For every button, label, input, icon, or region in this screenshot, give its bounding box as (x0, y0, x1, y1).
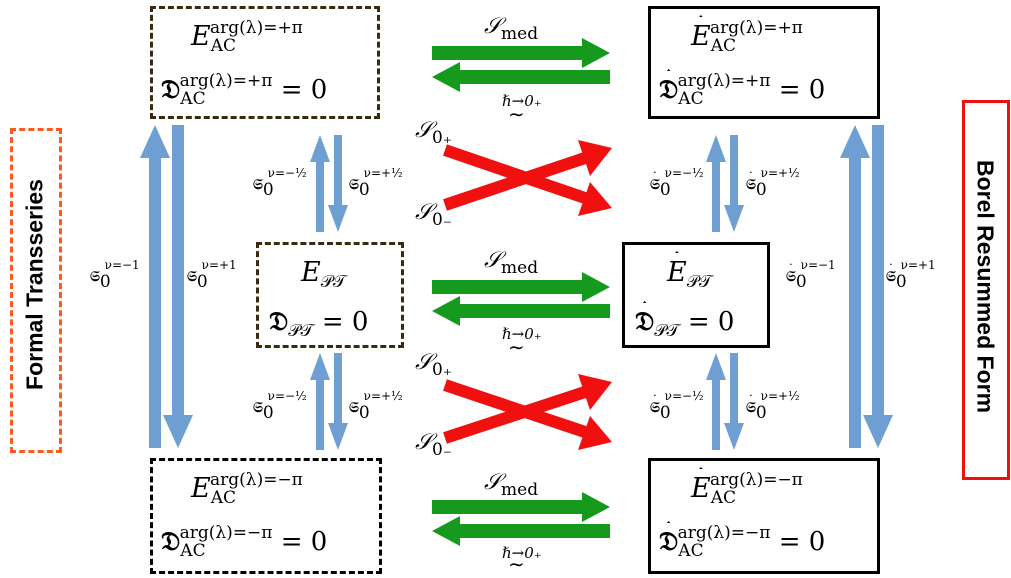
hbar-limit-label-mid: ℏ→0₊ (502, 325, 542, 343)
box-mid-left-constraint: 𝔇𝒫𝒯 = 0 (269, 307, 369, 341)
box-top-right-constraint: 𝔇ACarg(λ)=+π = 0 (659, 71, 826, 109)
formal-transseries-frame: Formal Transseries (10, 128, 62, 453)
smed-arrow-mid-right (432, 272, 610, 302)
stokes-arrow-right-down (863, 125, 893, 448)
borel-resummed-label: Borel Resummed Form (972, 159, 999, 414)
box-top-right: EACarg(λ)=+π 𝔇ACarg(λ)=+π = 0 (648, 6, 880, 119)
smed-arrow-top-right (432, 38, 610, 68)
stokes-label-left-big-minus: 𝔖0ν=−1 (90, 258, 140, 292)
box-top-left-constraint: 𝔇ACarg(λ)=+π = 0 (161, 71, 328, 109)
stokes-arrow-right-up (840, 125, 870, 448)
tilde-label-bot: ∼ (508, 552, 525, 576)
stokes-label-right-big-minus: 𝔖0ν=−1 (786, 258, 836, 292)
box-top-right-equation: EACarg(λ)=+π (691, 18, 803, 56)
box-mid-right-constraint: 𝔇𝒫𝒯 = 0 (635, 307, 735, 341)
red-arrows (443, 140, 612, 450)
hbar-limit-label-top: ℏ→0₊ (502, 92, 542, 110)
hbar-arrow-mid-left (432, 296, 610, 326)
stokes-arrow-left-up (140, 125, 170, 448)
hbar-arrow-bot-left (432, 516, 610, 546)
box-mid-right-equation: E𝒫𝒯 (667, 257, 712, 292)
box-bot-right-equation: EACarg(λ)=−π (691, 470, 803, 508)
stokes-label-left-big-plus: 𝔖0ν=+1 (187, 258, 237, 292)
s0-minus-label-lower: 𝒮0₋ (415, 430, 452, 460)
box-mid-left: E𝒫𝒯 𝔇𝒫𝒯 = 0 (256, 242, 404, 348)
s0-plus-label-lower: 𝒮0₊ (415, 350, 452, 380)
stokes-label-right-upper-minus: 𝔖0ν=−½ (650, 166, 704, 200)
tilde-label-top: ∼ (508, 102, 525, 126)
box-bot-right: EACarg(λ)=−π 𝔇ACarg(λ)=−π = 0 (648, 458, 880, 574)
stokes-arrow-left-down (163, 125, 193, 448)
tilde-label-mid: ∼ (508, 335, 525, 359)
box-bot-left-constraint: 𝔇ACarg(λ)=−π = 0 (161, 523, 328, 561)
box-top-left: EACarg(λ)=+π 𝔇ACarg(λ)=+π = 0 (150, 6, 380, 119)
formal-transseries-label: Formal Transseries (21, 179, 48, 390)
stokes-label-left-lower-plus: 𝔖0ν=+½ (349, 389, 403, 423)
box-top-left-equation: EACarg(λ)=+π (191, 18, 303, 56)
hbar-arrow-top-left (432, 62, 610, 92)
box-mid-left-equation: E𝒫𝒯 (301, 257, 346, 292)
borel-resummed-frame: Borel Resummed Form (962, 100, 1010, 480)
hbar-limit-label-bot: ℏ→0₊ (502, 544, 542, 562)
stokes-label-right-big-plus: 𝔖0ν=+1 (886, 258, 936, 292)
smed-label-top: 𝒮med (484, 14, 539, 44)
green-arrows (432, 38, 610, 546)
stokes-label-right-lower-plus: 𝔖0ν=+½ (746, 389, 800, 423)
s0-minus-label-upper: 𝒮0₋ (415, 200, 452, 230)
smed-label-mid: 𝒮med (484, 248, 539, 278)
box-bot-left-equation: EACarg(λ)=−π (191, 470, 303, 508)
smed-arrow-bot-right (432, 492, 610, 522)
box-mid-right: E𝒫𝒯 𝔇𝒫𝒯 = 0 (622, 242, 770, 348)
stokes-label-right-upper-plus: 𝔖0ν=+½ (746, 166, 800, 200)
stokes-label-left-upper-plus: 𝔖0ν=+½ (349, 166, 403, 200)
stokes-label-right-lower-minus: 𝔖0ν=−½ (650, 389, 704, 423)
box-bot-left: EACarg(λ)=−π 𝔇ACarg(λ)=−π = 0 (150, 458, 382, 574)
stokes-label-left-lower-minus: 𝔖0ν=−½ (253, 389, 307, 423)
s0-plus-label-upper: 𝒮0₊ (415, 118, 452, 148)
blue-arrows (140, 125, 893, 450)
stokes-label-left-upper-minus: 𝔖0ν=−½ (253, 166, 307, 200)
smed-label-bot: 𝒮med (484, 470, 539, 500)
box-bot-right-constraint: 𝔇ACarg(λ)=−π = 0 (659, 523, 826, 561)
